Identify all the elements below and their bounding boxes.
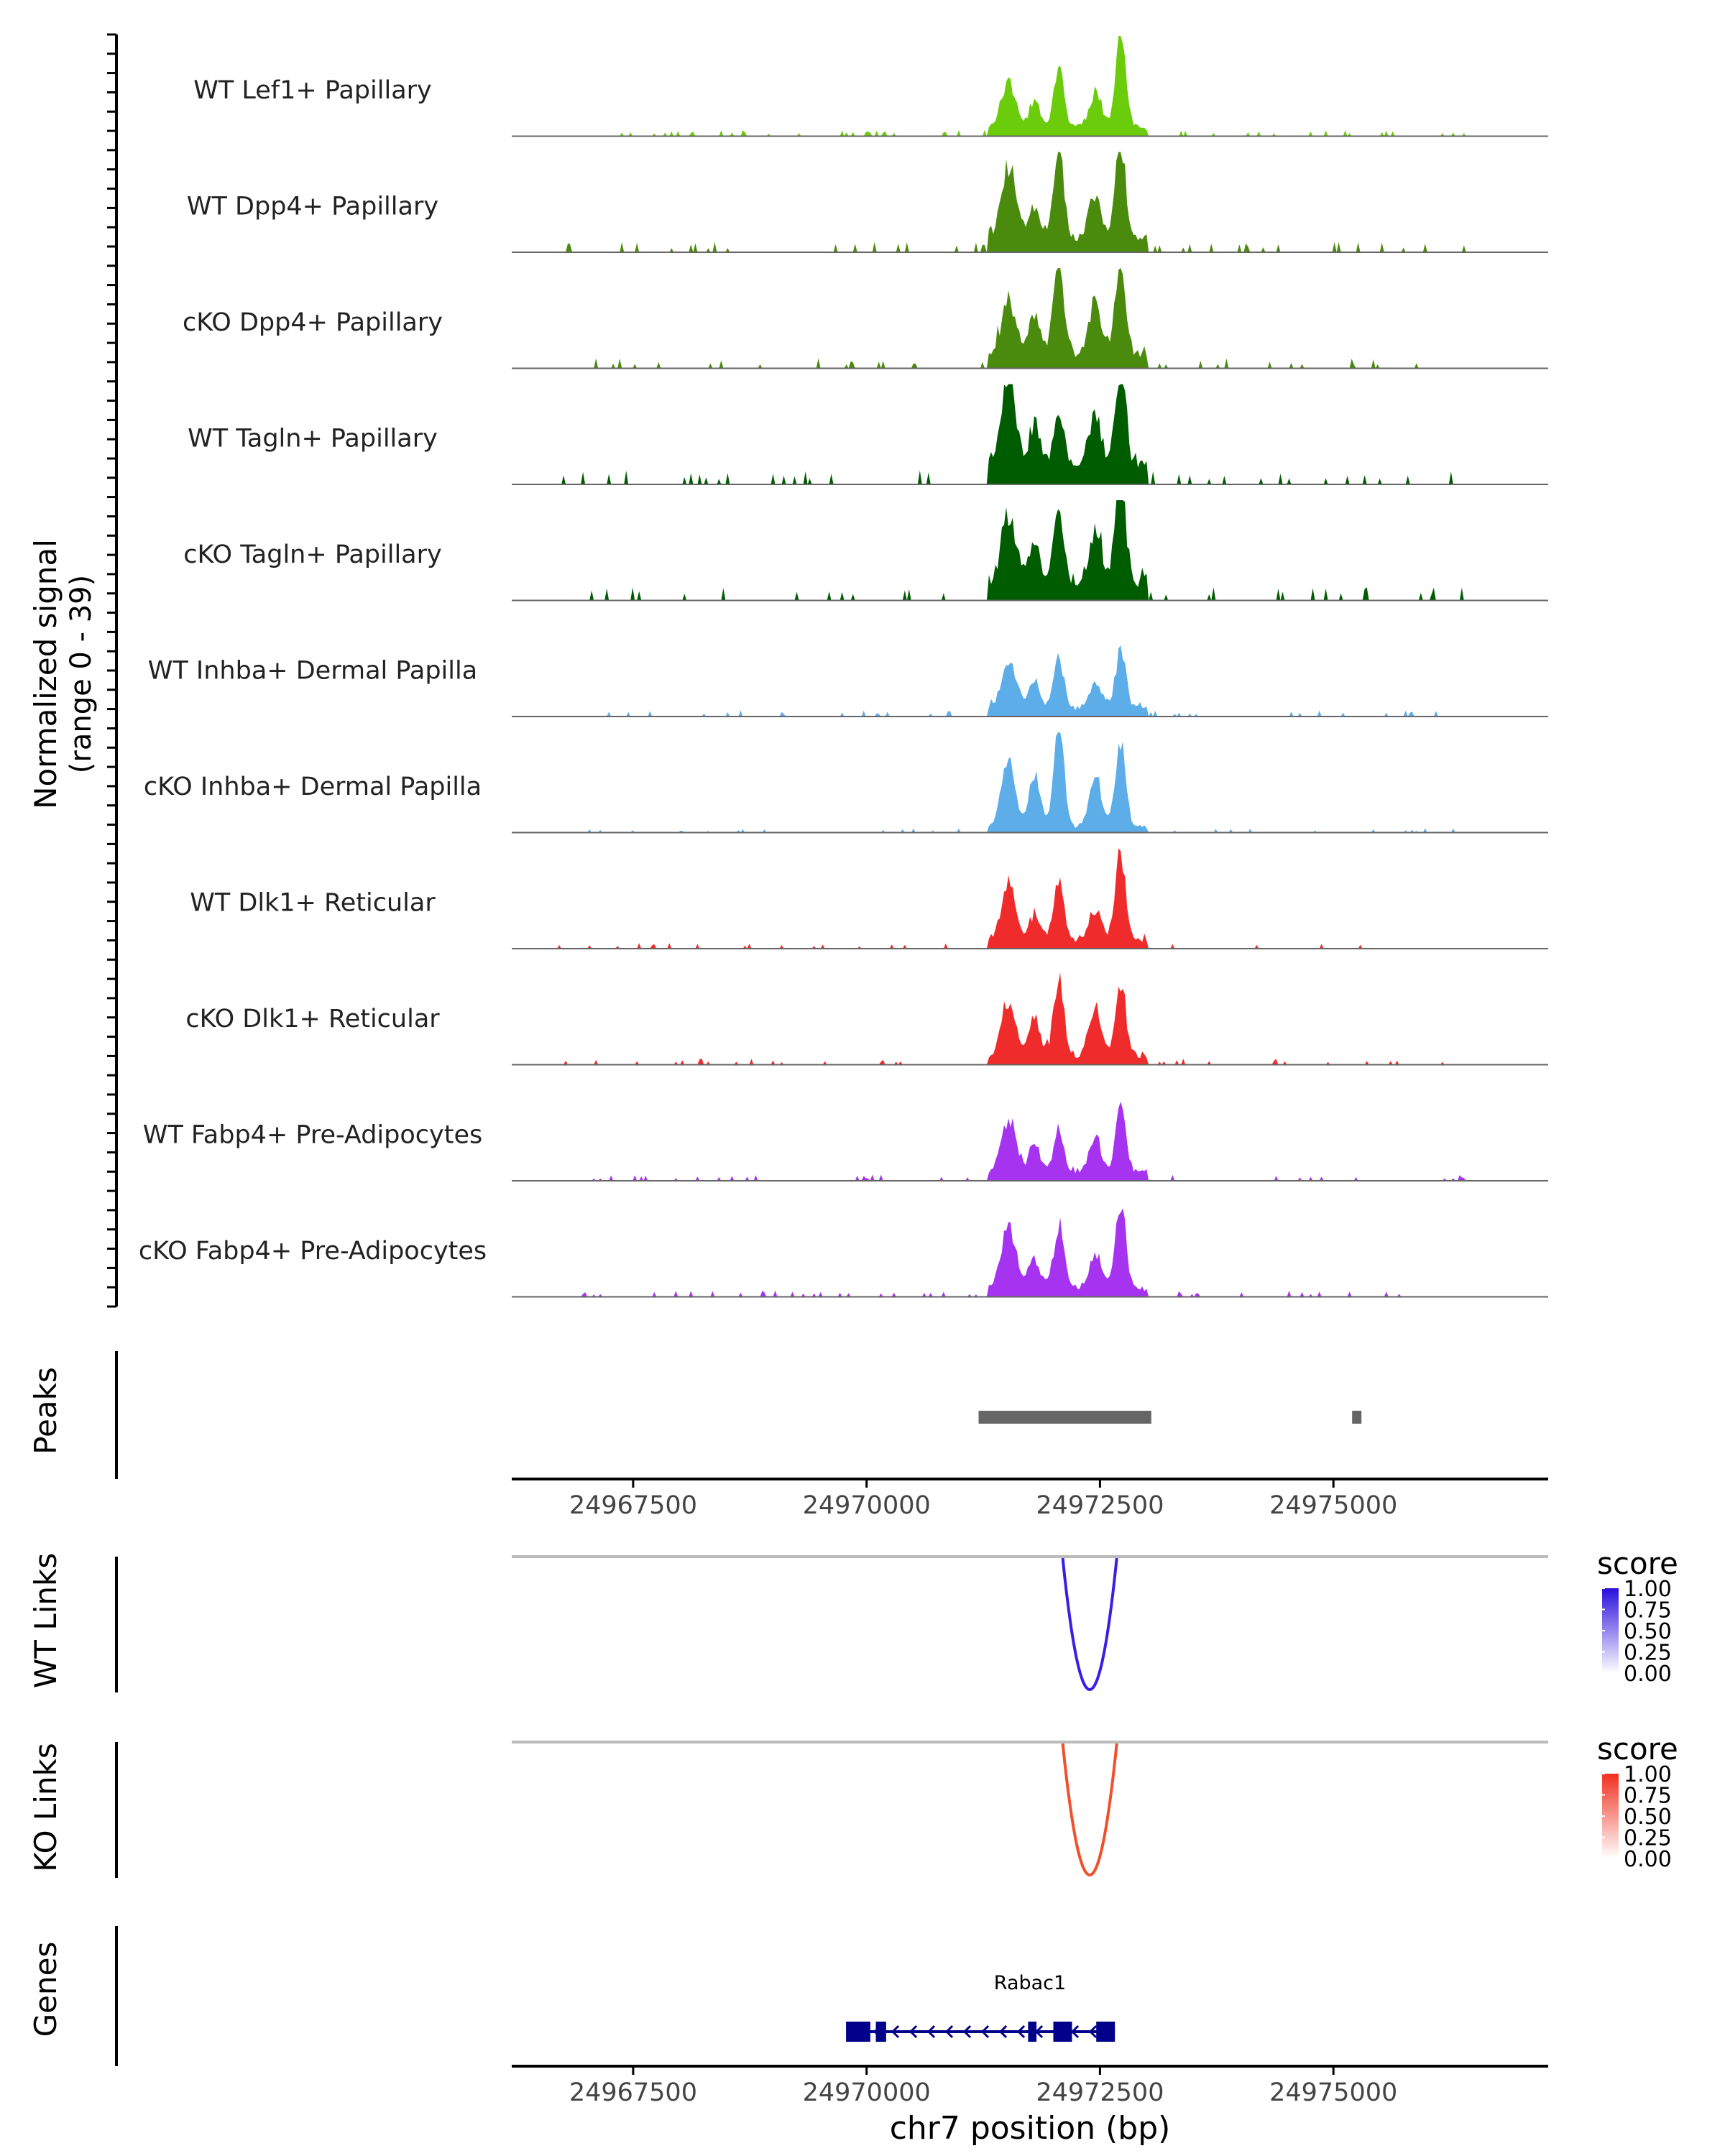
strand-arrow xyxy=(998,2024,1008,2039)
x-lower-tick-label: 24967500 xyxy=(569,2078,697,2107)
x-lower-tick-label: 24972500 xyxy=(1036,2078,1164,2107)
coverage-ylabel-line2: (range 0 - 39) xyxy=(65,575,98,773)
legend-label: 1.00 xyxy=(1624,1762,1672,1787)
link-arc xyxy=(1061,1557,1118,1692)
strand-arrow xyxy=(962,2024,972,2039)
legend-colorbar xyxy=(1602,1774,1619,1858)
coverage-track-label: WT Dpp4+ Papillary xyxy=(187,193,438,221)
legend-title: score xyxy=(1597,1546,1678,1581)
links-panels: score1.000.750.500.250.00score1.000.750.… xyxy=(115,1546,1678,1878)
x-axis-upper: 24967500 24970000 24972500 24975000 xyxy=(512,1478,1548,1520)
genes-label: Genes xyxy=(28,1942,63,2037)
legend-label: 0.50 xyxy=(1624,1619,1672,1644)
coverage-ylabel-line1: Normalized signal xyxy=(28,539,63,809)
legend-label: 0.00 xyxy=(1624,1847,1672,1872)
coverage-track-label: cKO Dpp4+ Papillary xyxy=(183,308,443,337)
coverage-track-label: cKO Dlk1+ Reticular xyxy=(185,1005,440,1033)
strand-arrow xyxy=(1016,2024,1026,2039)
legend-colorbar xyxy=(1602,1588,1619,1673)
coverage-area xyxy=(512,500,1548,601)
coverage-area xyxy=(512,36,1548,137)
coverage-track-label: cKO Inhba+ Dermal Papilla xyxy=(144,773,482,801)
coverage-area xyxy=(512,384,1548,484)
legend-label: 0.25 xyxy=(1624,1641,1672,1666)
coverage-area xyxy=(512,1208,1548,1297)
gene-exon xyxy=(1053,2022,1072,2042)
ko-links-label: KO Links xyxy=(28,1743,63,1872)
strand-arrow xyxy=(908,2024,918,2039)
gene-exon xyxy=(875,2022,886,2042)
link-arc xyxy=(1061,1743,1118,1877)
coverage-area xyxy=(512,732,1548,833)
coverage-area xyxy=(512,152,1548,252)
legend-title: score xyxy=(1597,1731,1678,1766)
coverage-track-label: cKO Tagln+ Papillary xyxy=(183,540,442,569)
legend-label: 1.00 xyxy=(1624,1577,1672,1602)
genes-panel xyxy=(115,1926,1116,2066)
x-upper-tick-label: 24970000 xyxy=(803,1491,931,1520)
coverage-area xyxy=(512,268,1548,369)
legend-label: 0.75 xyxy=(1624,1598,1672,1623)
peaks-panel xyxy=(115,1351,1362,1479)
coverage-area xyxy=(512,848,1548,949)
x-upper-tick-label: 24975000 xyxy=(1269,1491,1397,1520)
coverage-track-label: WT Dlk1+ Reticular xyxy=(190,889,436,918)
coverage-area xyxy=(512,645,1548,717)
strand-arrow xyxy=(1070,2024,1080,2039)
strand-arrow xyxy=(1088,2024,1098,2039)
strand-arrow xyxy=(980,2024,990,2039)
x-upper-tick-label: 24967500 xyxy=(569,1491,697,1520)
coverage-track-label: WT Tagln+ Papillary xyxy=(188,425,438,453)
peak-region xyxy=(1352,1411,1362,1424)
coverage-track-label: WT Lef1+ Papillary xyxy=(193,76,432,105)
coverage-track-label: WT Inhba+ Dermal Papilla xyxy=(148,657,477,686)
coverage-track-label: WT Fabp4+ Pre-Adipocytes xyxy=(143,1121,482,1150)
strand-arrow xyxy=(891,2024,900,2039)
coverage-area xyxy=(512,1101,1548,1181)
coverage-panel: WT Lef1+ Papillary WT Dpp4+ Papillary cKO … xyxy=(107,33,1548,1308)
legend-label: 0.75 xyxy=(1624,1784,1672,1809)
legend-label: 0.00 xyxy=(1624,1662,1672,1687)
x-lower-tick-label: 24975000 xyxy=(1269,2078,1397,2107)
peaks-label: Peaks xyxy=(28,1367,63,1455)
x-axis-title: chr7 position (bp) xyxy=(890,2110,1171,2147)
gene-name-label: Rabac1 xyxy=(994,1972,1066,1994)
wt-links-label: WT Links xyxy=(28,1553,63,1688)
strand-arrow xyxy=(926,2024,936,2039)
gene-exon xyxy=(846,2022,870,2042)
peak-region xyxy=(978,1411,1151,1424)
x-axis-lower: 24967500 24970000 24972500 24975000 xyxy=(512,2065,1548,2107)
x-upper-tick-label: 24972500 xyxy=(1036,1491,1164,1520)
legend-label: 0.25 xyxy=(1624,1826,1672,1851)
gene-exon xyxy=(1028,2022,1037,2042)
x-lower-tick-label: 24970000 xyxy=(803,2078,931,2107)
strand-arrow xyxy=(944,2024,954,2039)
coverage-track-label: cKO Fabp4+ Pre-Adipocytes xyxy=(139,1237,487,1266)
legend-label: 0.50 xyxy=(1624,1805,1672,1830)
gene-exon xyxy=(1096,2022,1116,2042)
coverage-area xyxy=(512,972,1548,1065)
